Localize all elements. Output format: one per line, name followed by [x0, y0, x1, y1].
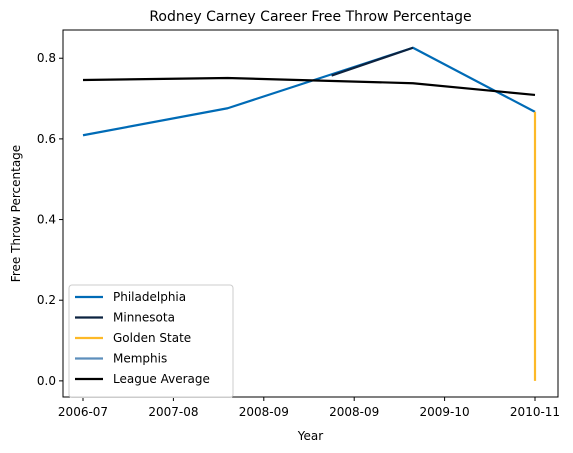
x-tick-label: 2010-11 [510, 405, 560, 419]
chart-title: Rodney Carney Career Free Throw Percenta… [149, 9, 471, 25]
legend-label: Minnesota [113, 311, 175, 325]
x-tick-label: 2007-08 [148, 405, 198, 419]
legend-label: Memphis [113, 352, 167, 366]
legend-label: League Average [113, 372, 210, 386]
x-tick-label: 2008-09 [329, 405, 379, 419]
legend: Philadelphia Minnesota Golden State Memphis… [69, 285, 233, 398]
legend-label: Philadelphia [113, 290, 186, 304]
y-tick-label: 0.8 [37, 51, 56, 65]
legend-label: Golden State [113, 331, 191, 345]
y-tick-label: 0.4 [37, 213, 56, 227]
x-axis-label: Year [297, 429, 323, 443]
y-axis-label: Free Throw Percentage [9, 145, 23, 282]
x-tick-label: 2009-10 [420, 405, 470, 419]
y-tick-label: 0.0 [37, 374, 56, 388]
y-tick-label: 0.6 [37, 132, 56, 146]
y-tick-label: 0.2 [37, 293, 56, 307]
x-tick-label: 2008-09 [239, 405, 289, 419]
x-tick-label: 2006-07 [58, 405, 108, 419]
